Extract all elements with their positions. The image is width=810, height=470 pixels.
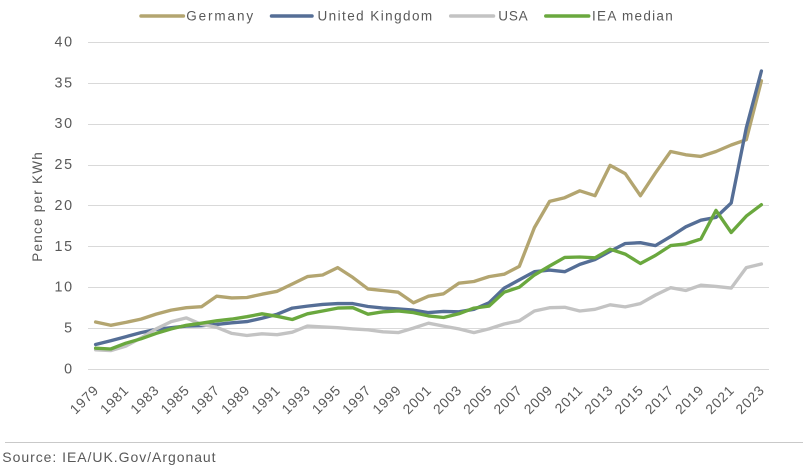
svg-text:0: 0 bbox=[64, 361, 74, 377]
svg-text:25: 25 bbox=[54, 157, 73, 173]
svg-text:United Kingdom: United Kingdom bbox=[318, 8, 434, 23]
svg-text:30: 30 bbox=[54, 116, 73, 132]
svg-text:10: 10 bbox=[54, 280, 73, 296]
svg-text:15: 15 bbox=[54, 239, 73, 255]
svg-text:Pence per KWh: Pence per KWh bbox=[30, 151, 45, 262]
svg-text:Germany: Germany bbox=[186, 8, 255, 23]
svg-text:20: 20 bbox=[54, 198, 73, 214]
svg-text:Source: IEA/UK.Gov/Argonaut: Source: IEA/UK.Gov/Argonaut bbox=[2, 449, 216, 465]
svg-text:5: 5 bbox=[64, 321, 74, 337]
svg-text:IEA median: IEA median bbox=[592, 8, 674, 23]
svg-text:40: 40 bbox=[54, 34, 73, 50]
svg-text:USA: USA bbox=[498, 8, 528, 23]
svg-text:35: 35 bbox=[54, 75, 73, 91]
